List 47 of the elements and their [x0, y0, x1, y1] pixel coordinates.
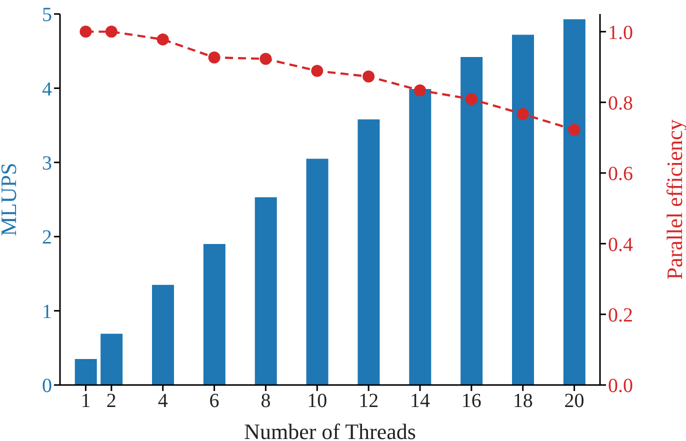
y-tick-label: 0: [42, 375, 52, 398]
x-tick-label: 1: [80, 390, 91, 412]
point: [208, 51, 220, 64]
x-tick-label: 4: [158, 390, 168, 412]
y-tick-label: 1: [42, 300, 52, 323]
x-axis-title: Number of Threads: [244, 419, 416, 441]
y-tick-label: 2: [42, 226, 52, 249]
y2-tick-label: 1.0: [608, 22, 633, 44]
x-tick-label: 8: [260, 390, 271, 412]
bar: [254, 197, 277, 385]
point: [465, 93, 478, 106]
point: [80, 26, 92, 38]
x-tick-label: 20: [564, 390, 584, 412]
point: [516, 108, 529, 120]
bar: [358, 119, 380, 385]
y-tick-label: 4: [42, 78, 52, 100]
bar: [203, 244, 226, 385]
bar: [74, 359, 97, 385]
point: [156, 33, 169, 46]
y2-tick-label: 0.4: [608, 234, 633, 256]
x-tick-label: 14: [410, 390, 430, 412]
x-tick-label: 10: [307, 390, 328, 412]
point: [105, 26, 118, 38]
x-tick-label: 6: [209, 390, 220, 412]
point: [414, 84, 426, 96]
bar: [100, 334, 123, 385]
x-tick-label: 16: [461, 390, 482, 412]
x-tick-label: 18: [512, 390, 533, 412]
bar: [409, 88, 432, 385]
y-tick-label: 3: [42, 152, 52, 174]
bar: [460, 57, 483, 385]
bar: [563, 19, 586, 385]
y-tick-label: 5: [42, 4, 52, 26]
y2-tick-label: 0.8: [608, 92, 633, 114]
x-tick-label: 2: [106, 390, 116, 412]
y-axis-title: MLUPS: [0, 162, 21, 236]
y2-tick-label: 0.2: [608, 304, 633, 326]
point: [362, 70, 375, 83]
y2-tick-label: 0.6: [608, 163, 633, 186]
x-tick-label: 12: [358, 390, 379, 412]
point: [568, 124, 580, 136]
bar: [152, 284, 174, 385]
point: [311, 64, 324, 77]
bar: [512, 34, 534, 385]
bar: [306, 158, 328, 385]
point: [260, 52, 272, 65]
y2-tick-label: 0.0: [608, 375, 633, 398]
